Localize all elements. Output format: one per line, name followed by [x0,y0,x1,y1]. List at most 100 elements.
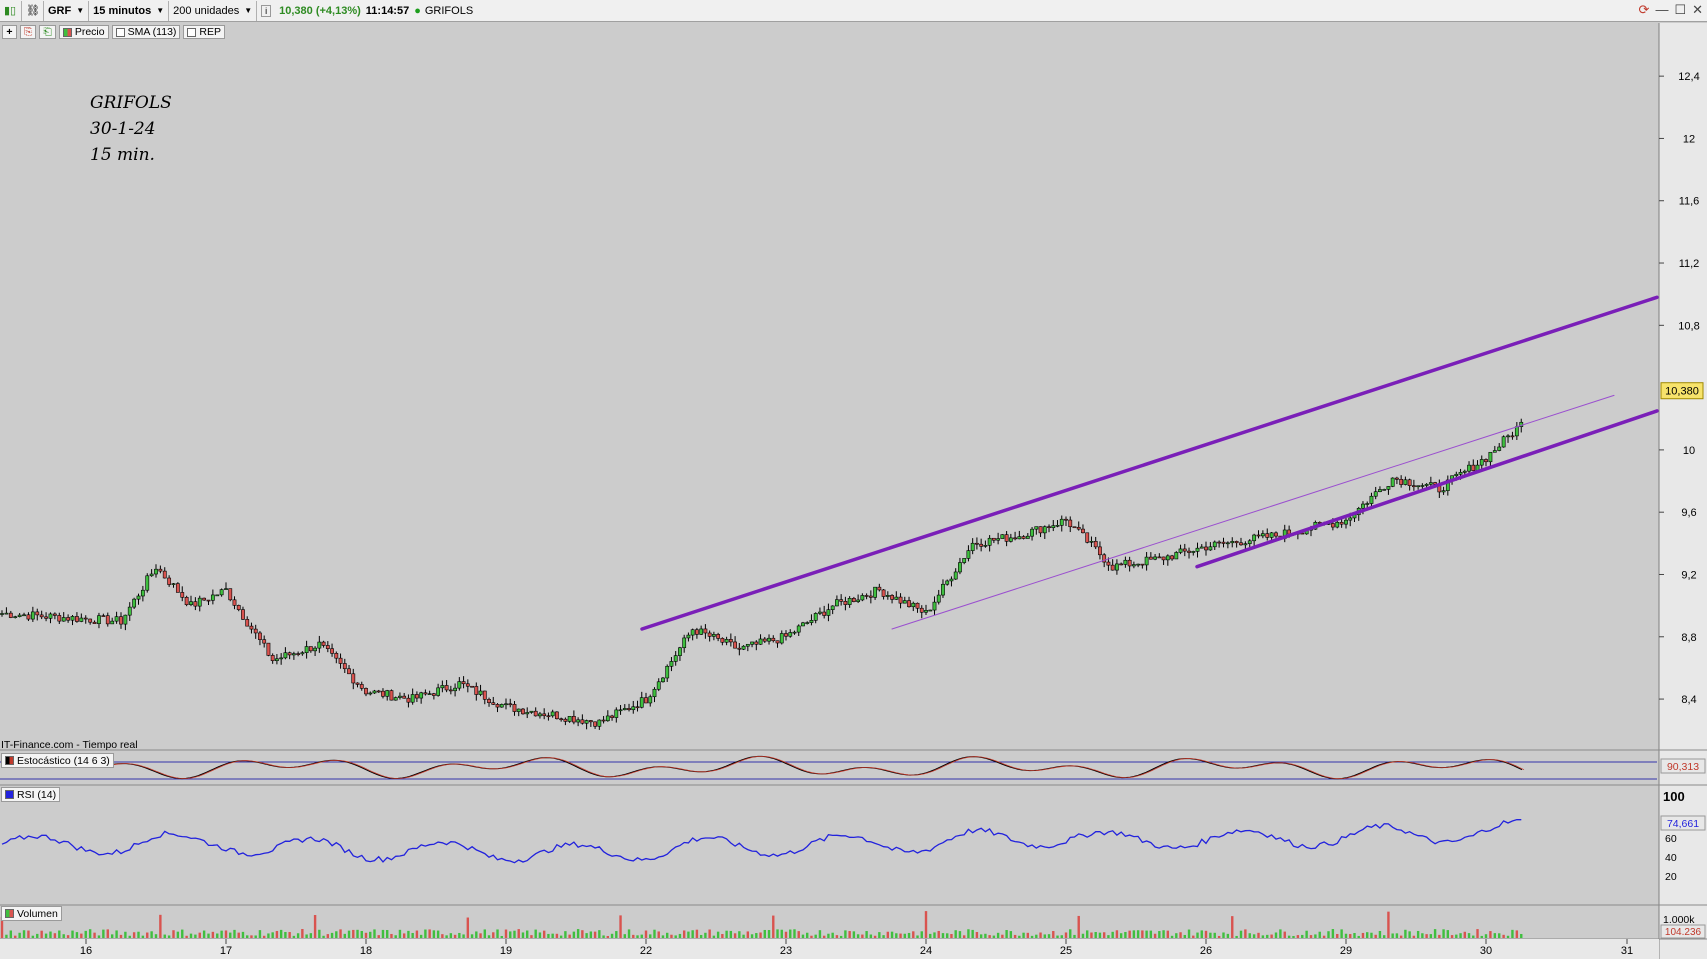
volume-bar [373,929,376,938]
volume-bar [1489,931,1492,938]
stochastic-value-badge [1660,758,1706,774]
candle-body [779,633,784,644]
candle-body [440,685,445,689]
candle-body [140,589,145,597]
candle-body [737,647,742,650]
volume-bar [1506,935,1510,938]
candle-body [427,693,432,695]
candle-body [1510,435,1515,438]
volume-bar [1484,934,1488,938]
candle-body [1115,563,1119,571]
volume-bar [1043,934,1046,938]
candle-body [30,611,35,620]
volume-bar [530,935,533,938]
candle-body [1123,559,1128,565]
volume-bar [1520,933,1523,938]
candle-body [1038,526,1043,534]
candle-body [771,637,776,642]
price-toggle[interactable]: Precio [58,25,109,39]
volume-bar [1192,935,1195,938]
chevron-down-icon: ▼ [76,6,85,15]
candle-body [890,595,894,600]
stochastic-value: 90,313 [1667,761,1699,773]
close-icon[interactable]: ✕ [1692,2,1703,17]
volume-bar [1382,935,1386,938]
add-indicator-button[interactable]: + [2,25,17,39]
volume-bar [88,929,92,938]
export-icon[interactable]: ⎗ [39,25,56,39]
volume-bar [746,931,750,938]
volume-bar [1387,911,1390,938]
candle-body [1221,541,1226,544]
maximize-icon[interactable]: ☐ [1674,2,1687,17]
candle-body [1013,537,1017,540]
refresh-icon[interactable]: ⟳ [1638,2,1650,17]
volume-bar [657,931,660,938]
candle-body [1153,556,1157,560]
rep-toggle[interactable]: REP [183,25,225,39]
volume-bar [102,929,105,938]
volume-bar [712,935,716,938]
candle-body [1076,526,1081,530]
symbol-selector[interactable]: GRF ▼ [44,0,90,21]
date-tick-label: 17 [220,945,232,957]
candle-body [1339,521,1344,525]
candle-body [167,577,172,585]
volume-bar [1183,934,1186,938]
candle-body [228,588,233,601]
minimize-icon[interactable]: — [1655,2,1669,17]
info-icon[interactable]: i [261,4,272,17]
volume-bar [933,932,936,938]
link-icon[interactable]: ⛓ [22,0,44,21]
rsi-swatch-icon [5,790,14,799]
chart-type-icon[interactable]: ▮▯ [0,0,22,21]
price-tick-label: 10 [1683,445,1695,457]
volume-pane-label[interactable]: Volumen [1,906,62,921]
window-controls: ⟳ — ☐ ✕ [1639,2,1703,18]
stochastic-pane-label[interactable]: Estocástico (14 6 3) [1,753,114,768]
volume-bar [146,932,149,938]
sma-toggle[interactable]: SMA (113) [111,25,181,39]
volume-bar [1094,932,1097,938]
candle-body [110,620,115,625]
candle-body [145,575,150,591]
volume-bar [71,930,74,938]
candle-body [342,663,347,670]
volume-bar [84,930,87,938]
interval-selector[interactable]: 15 minutos ▼ [89,0,170,21]
rsi-pane-label[interactable]: RSI (14) [1,787,61,802]
volume-bar [1077,915,1080,938]
volume-bar [233,929,236,938]
volume-bar [27,930,30,938]
candle-body [1386,486,1391,490]
volume-bar [1153,933,1157,938]
candle-body [393,697,398,701]
candle-body [4,612,9,615]
candle-body [1085,532,1090,543]
volume-bar [313,915,317,938]
candle-body [928,609,933,612]
volume-bar [445,935,448,938]
units-selector[interactable]: 200 unidades ▼ [169,0,258,21]
candle-body [376,690,381,693]
candle-body [919,607,924,613]
volume-bar [262,935,266,938]
stochastic-line [109,755,1523,780]
remove-indicator-icon[interactable]: ⎘ [20,25,37,39]
candle-body [136,595,141,600]
volume-bar [878,932,881,938]
candle-body [347,668,351,675]
volume-bar [806,932,809,938]
candle-body [1144,556,1149,566]
interval-label: 15 minutos [93,4,152,17]
volume-bar [279,929,283,938]
volume-bar [1098,932,1102,938]
candle-body [1269,532,1274,538]
volume-bar [831,932,834,938]
volume-bar [53,933,57,938]
volume-bar [793,929,796,938]
candle-body [703,628,708,634]
volume-bar [1370,932,1373,938]
candle-body [334,653,339,659]
